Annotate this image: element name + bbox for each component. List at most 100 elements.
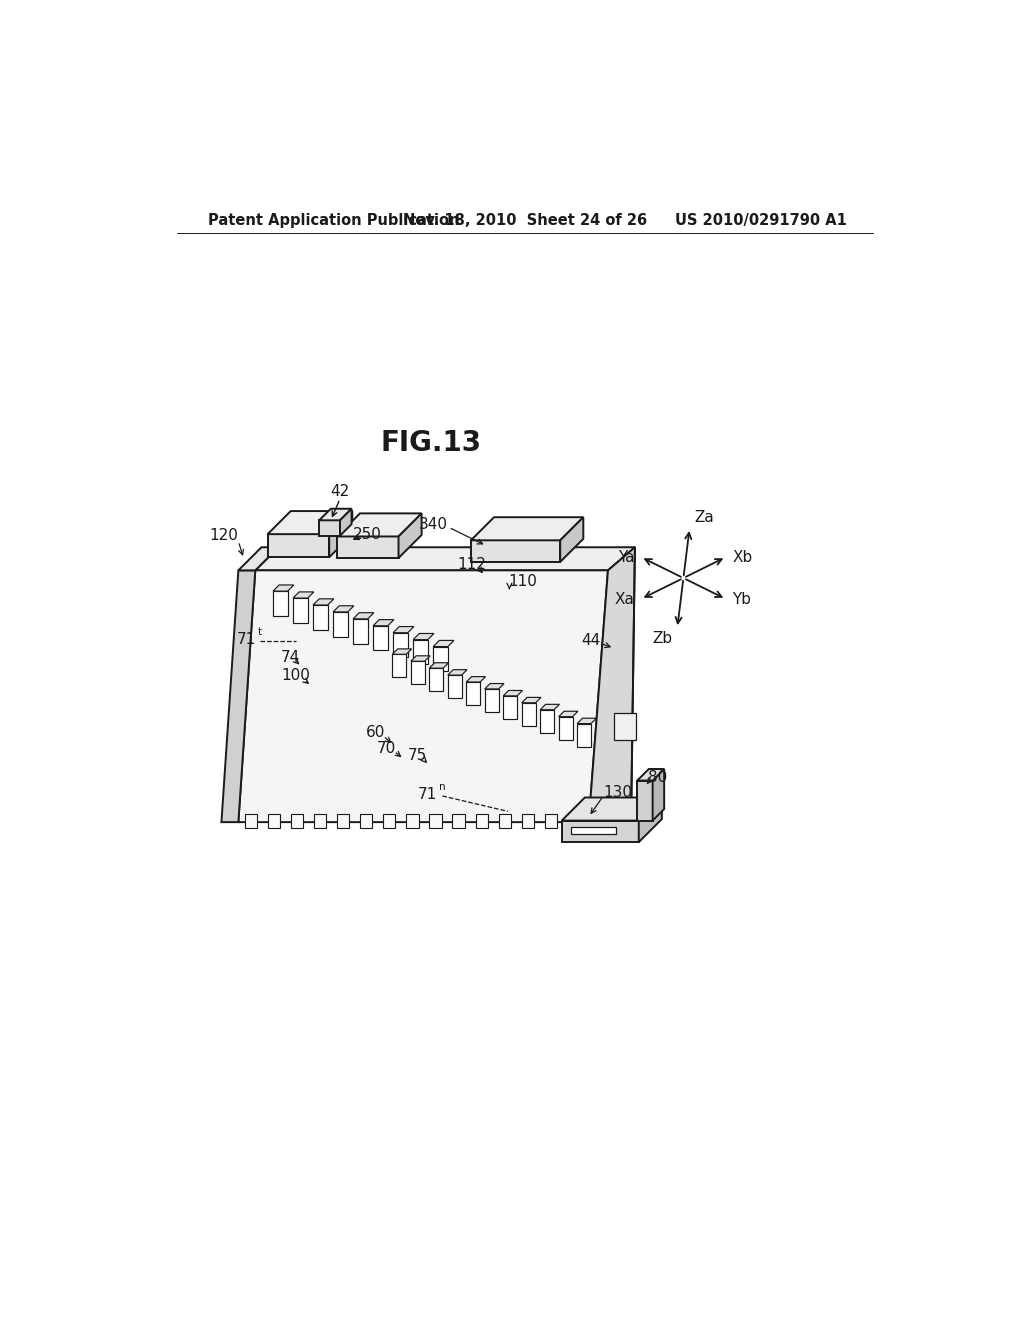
Polygon shape — [471, 540, 560, 562]
Polygon shape — [503, 690, 522, 696]
Polygon shape — [453, 814, 465, 829]
Polygon shape — [589, 548, 635, 822]
Text: 120: 120 — [210, 528, 239, 544]
Polygon shape — [383, 814, 395, 829]
Polygon shape — [560, 517, 584, 562]
Text: Ya: Ya — [618, 549, 635, 565]
Polygon shape — [559, 717, 572, 739]
Text: Xa: Xa — [614, 591, 635, 607]
Polygon shape — [273, 591, 288, 615]
Text: 112: 112 — [458, 557, 486, 572]
Polygon shape — [562, 797, 662, 821]
Polygon shape — [393, 632, 408, 657]
Polygon shape — [466, 682, 480, 705]
Polygon shape — [333, 606, 354, 612]
Polygon shape — [337, 536, 398, 558]
Polygon shape — [471, 517, 584, 540]
Text: 250: 250 — [352, 527, 381, 541]
Text: t: t — [258, 627, 262, 638]
Polygon shape — [541, 710, 554, 733]
Text: Patent Application Publication: Patent Application Publication — [208, 213, 459, 227]
Polygon shape — [499, 814, 511, 829]
Polygon shape — [614, 713, 636, 739]
Text: Za: Za — [694, 510, 714, 525]
Polygon shape — [578, 723, 591, 747]
Polygon shape — [475, 814, 487, 829]
Polygon shape — [239, 548, 279, 570]
Text: Xb: Xb — [732, 549, 753, 565]
Polygon shape — [521, 702, 536, 726]
Text: 44: 44 — [582, 632, 601, 648]
Polygon shape — [545, 814, 557, 829]
Polygon shape — [245, 814, 257, 829]
Text: n: n — [438, 783, 445, 792]
Polygon shape — [407, 814, 419, 829]
Polygon shape — [652, 770, 665, 821]
Polygon shape — [559, 711, 578, 717]
Text: 70: 70 — [377, 741, 396, 756]
Polygon shape — [373, 619, 394, 626]
Polygon shape — [267, 511, 352, 535]
Polygon shape — [313, 814, 326, 829]
Polygon shape — [433, 647, 447, 671]
Text: 42: 42 — [331, 483, 349, 499]
Text: 110: 110 — [508, 574, 537, 590]
Polygon shape — [330, 511, 352, 557]
Polygon shape — [578, 718, 596, 723]
Polygon shape — [333, 612, 348, 636]
Text: 71: 71 — [418, 787, 437, 803]
Polygon shape — [313, 605, 328, 630]
Polygon shape — [393, 627, 414, 632]
Polygon shape — [373, 626, 388, 651]
Polygon shape — [392, 649, 412, 655]
Polygon shape — [273, 585, 294, 591]
Text: Yb: Yb — [732, 591, 752, 607]
Text: 100: 100 — [282, 668, 310, 684]
Polygon shape — [293, 598, 307, 623]
Text: 80: 80 — [648, 770, 668, 785]
Polygon shape — [413, 640, 428, 664]
Polygon shape — [466, 677, 485, 682]
Polygon shape — [429, 668, 443, 692]
Polygon shape — [353, 619, 368, 644]
Polygon shape — [411, 661, 425, 684]
Polygon shape — [521, 697, 541, 702]
Text: 71: 71 — [237, 632, 256, 647]
Polygon shape — [562, 821, 639, 842]
Polygon shape — [413, 634, 434, 640]
Text: 74: 74 — [282, 649, 300, 665]
Polygon shape — [319, 520, 340, 536]
Polygon shape — [319, 508, 351, 520]
Polygon shape — [429, 814, 441, 829]
Polygon shape — [637, 770, 665, 780]
Text: 75: 75 — [409, 748, 427, 763]
Polygon shape — [571, 826, 615, 834]
Polygon shape — [255, 548, 635, 570]
Text: 340: 340 — [419, 516, 447, 532]
Polygon shape — [503, 696, 517, 719]
Polygon shape — [398, 513, 422, 558]
Text: Zb: Zb — [652, 631, 673, 647]
Polygon shape — [291, 814, 303, 829]
Text: 60: 60 — [366, 725, 385, 741]
Text: 130: 130 — [603, 785, 633, 800]
Polygon shape — [340, 508, 351, 536]
Polygon shape — [313, 599, 334, 605]
Polygon shape — [447, 675, 462, 698]
Polygon shape — [293, 591, 313, 598]
Polygon shape — [639, 797, 662, 842]
Polygon shape — [221, 570, 255, 822]
Polygon shape — [353, 612, 374, 619]
Polygon shape — [484, 684, 504, 689]
Polygon shape — [267, 814, 280, 829]
Polygon shape — [337, 814, 349, 829]
Polygon shape — [637, 780, 652, 821]
Polygon shape — [411, 656, 430, 661]
Polygon shape — [429, 663, 449, 668]
Polygon shape — [267, 535, 330, 557]
Text: FIG.13: FIG.13 — [380, 429, 481, 457]
Polygon shape — [239, 570, 608, 822]
Polygon shape — [484, 689, 499, 711]
Text: US 2010/0291790 A1: US 2010/0291790 A1 — [675, 213, 847, 227]
Polygon shape — [337, 513, 422, 536]
